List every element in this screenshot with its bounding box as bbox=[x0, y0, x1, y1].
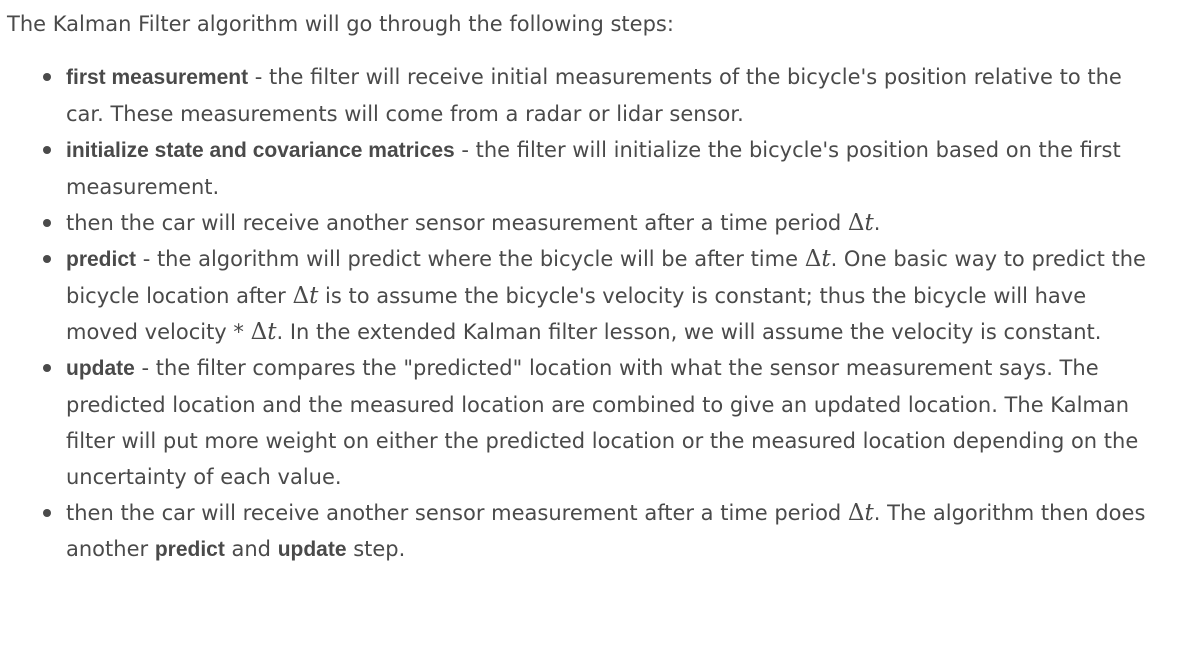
bullet-icon bbox=[43, 509, 51, 517]
step-text: - the filter will receive initial measur… bbox=[66, 65, 1122, 126]
step-text: then the car will receive another sensor… bbox=[66, 211, 848, 235]
list-item-predict: predict - the algorithm will predict whe… bbox=[43, 241, 1187, 350]
bullet-icon bbox=[43, 219, 51, 227]
step-text: . bbox=[873, 211, 881, 235]
term-predict: predict bbox=[154, 538, 225, 561]
list-item-repeat: then the car will receive another sensor… bbox=[43, 495, 1187, 568]
intro-paragraph: The Kalman Filter algorithm will go thro… bbox=[7, 12, 674, 36]
bullet-icon bbox=[43, 146, 51, 154]
math-delta-t: Δt bbox=[292, 283, 319, 309]
step-text: - the algorithm will predict where the b… bbox=[136, 247, 805, 271]
term-first-measurement: first measurement bbox=[66, 66, 249, 89]
bullet-icon bbox=[43, 73, 51, 81]
term-predict: predict bbox=[66, 248, 137, 271]
math-delta-t: Δt bbox=[804, 246, 831, 272]
document-content: The Kalman Filter algorithm will go thro… bbox=[7, 12, 1187, 568]
list-item-receive-measurement: then the car will receive another sensor… bbox=[43, 205, 1187, 241]
step-text: . In the extended Kalman filter lesson, … bbox=[276, 320, 1102, 344]
bullet-icon bbox=[43, 364, 51, 372]
term-update: update bbox=[66, 357, 135, 380]
math-delta-t: Δt bbox=[847, 210, 874, 236]
list-item-initialize: initialize state and covariance matrices… bbox=[43, 132, 1187, 205]
step-text: step. bbox=[346, 537, 406, 561]
step-text: and bbox=[224, 537, 278, 561]
list-item-first-measurement: first measurement - the filter will rece… bbox=[43, 59, 1187, 132]
bullet-icon bbox=[43, 255, 51, 263]
math-delta-t: Δt bbox=[847, 500, 874, 526]
list-item-update: update - the filter compares the "predic… bbox=[43, 350, 1187, 495]
step-text: is to assume the bicycle's velocity is c… bbox=[66, 284, 1087, 344]
steps-list: first measurement - the filter will rece… bbox=[7, 59, 1187, 568]
term-initialize: initialize state and covariance matrices bbox=[66, 139, 455, 162]
step-text: then the car will receive another sensor… bbox=[66, 501, 848, 525]
step-text: - the filter will initialize the bicycle… bbox=[66, 138, 1121, 199]
math-delta-t: Δt bbox=[250, 319, 277, 345]
step-text: . One basic way to predict the bicycle l… bbox=[66, 247, 1146, 308]
step-text: - the filter compares the "predicted" lo… bbox=[66, 356, 1139, 489]
term-update: update bbox=[277, 538, 347, 561]
step-text: . The algorithm then does another bbox=[66, 501, 1146, 561]
